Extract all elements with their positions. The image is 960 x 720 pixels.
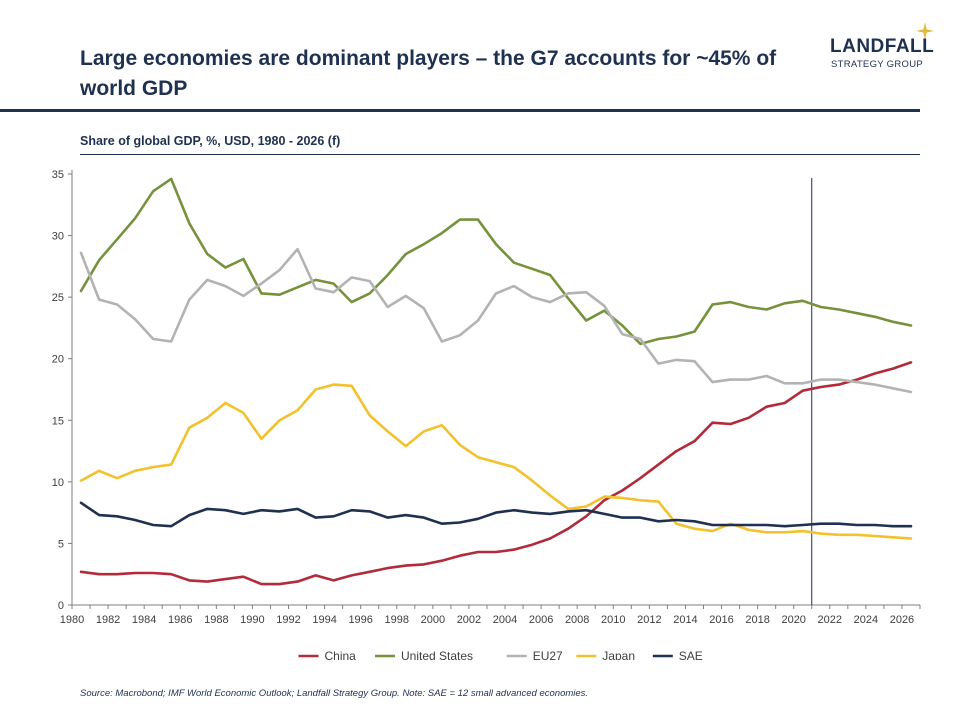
logo-subtitle: STRATEGY GROUP (831, 59, 924, 70)
series-line-china (79, 361, 913, 586)
x-tick-label: 2010 (601, 614, 625, 626)
series-line-sae (79, 501, 913, 528)
x-tick-label: 2008 (565, 614, 589, 626)
x-tick-label: 2016 (709, 614, 733, 626)
x-tick-label: 1998 (385, 614, 409, 626)
header-divider (0, 109, 920, 112)
x-tick-label: 1988 (204, 614, 228, 626)
y-tick-label: 20 (52, 354, 64, 366)
x-tick-label: 2026 (890, 614, 914, 626)
y-tick-label: 15 (52, 415, 64, 427)
logo: LANDFALL STRATEGY GROUP (812, 22, 942, 82)
x-tick-label: 2014 (673, 614, 697, 626)
legend-label-eu27: EU27 (533, 649, 563, 660)
x-tick-label: 1994 (312, 614, 336, 626)
x-tick-label: 2024 (854, 614, 878, 626)
x-tick-label: 1986 (168, 614, 192, 626)
y-tick-label: 0 (58, 600, 64, 612)
star-icon (916, 22, 934, 40)
x-tick-label: 2002 (457, 614, 481, 626)
x-tick-label: 1990 (240, 614, 264, 626)
y-tick-label: 25 (52, 292, 64, 304)
x-tick-label: 2020 (781, 614, 805, 626)
x-tick-label: 2004 (493, 614, 517, 626)
y-tick-label: 10 (52, 477, 64, 489)
x-tick-label: 2006 (529, 614, 553, 626)
series-line-united-states (79, 177, 913, 346)
x-tick-label: 2000 (421, 614, 445, 626)
y-tick-label: 5 (58, 538, 64, 550)
x-tick-label: 1992 (276, 614, 300, 626)
legend-label-sae: SAE (679, 649, 703, 660)
legend-label-japan: Japan (602, 649, 635, 660)
chart-area: 0 5 10 15 20 25 30 35 1980 1982 1984 1986 1988 1990 19… (0, 160, 960, 663)
chart-subtitle: Share of global GDP, %, USD, 1980 - 2026… (80, 134, 341, 148)
series-line-eu27 (79, 247, 913, 394)
x-tick-label: 1982 (96, 614, 120, 626)
x-tick-label: 2018 (745, 614, 769, 626)
x-tick-label: 1996 (348, 614, 372, 626)
y-tick-label: 30 (52, 231, 64, 243)
x-tick-label: 1980 (60, 614, 84, 626)
legend-label-china: China (325, 649, 357, 660)
legend-label-united-states: United States (401, 649, 473, 660)
source-note: Source: Macrobond; IMF World Economic Ou… (80, 688, 589, 699)
x-tick-label: 2022 (818, 614, 842, 626)
y-tick-label: 35 (52, 169, 64, 181)
series-line-japan (79, 383, 913, 540)
chart-title: Large economies are dominant players – t… (80, 47, 777, 100)
subtitle-divider (80, 154, 920, 155)
line-chart: 0 5 10 15 20 25 30 35 1980 1982 1984 1986 1988 1990 19… (52, 169, 921, 663)
x-tick-label: 2012 (637, 614, 661, 626)
logo-name: LANDFALL (830, 36, 935, 57)
x-tick-label: 1984 (132, 614, 156, 626)
